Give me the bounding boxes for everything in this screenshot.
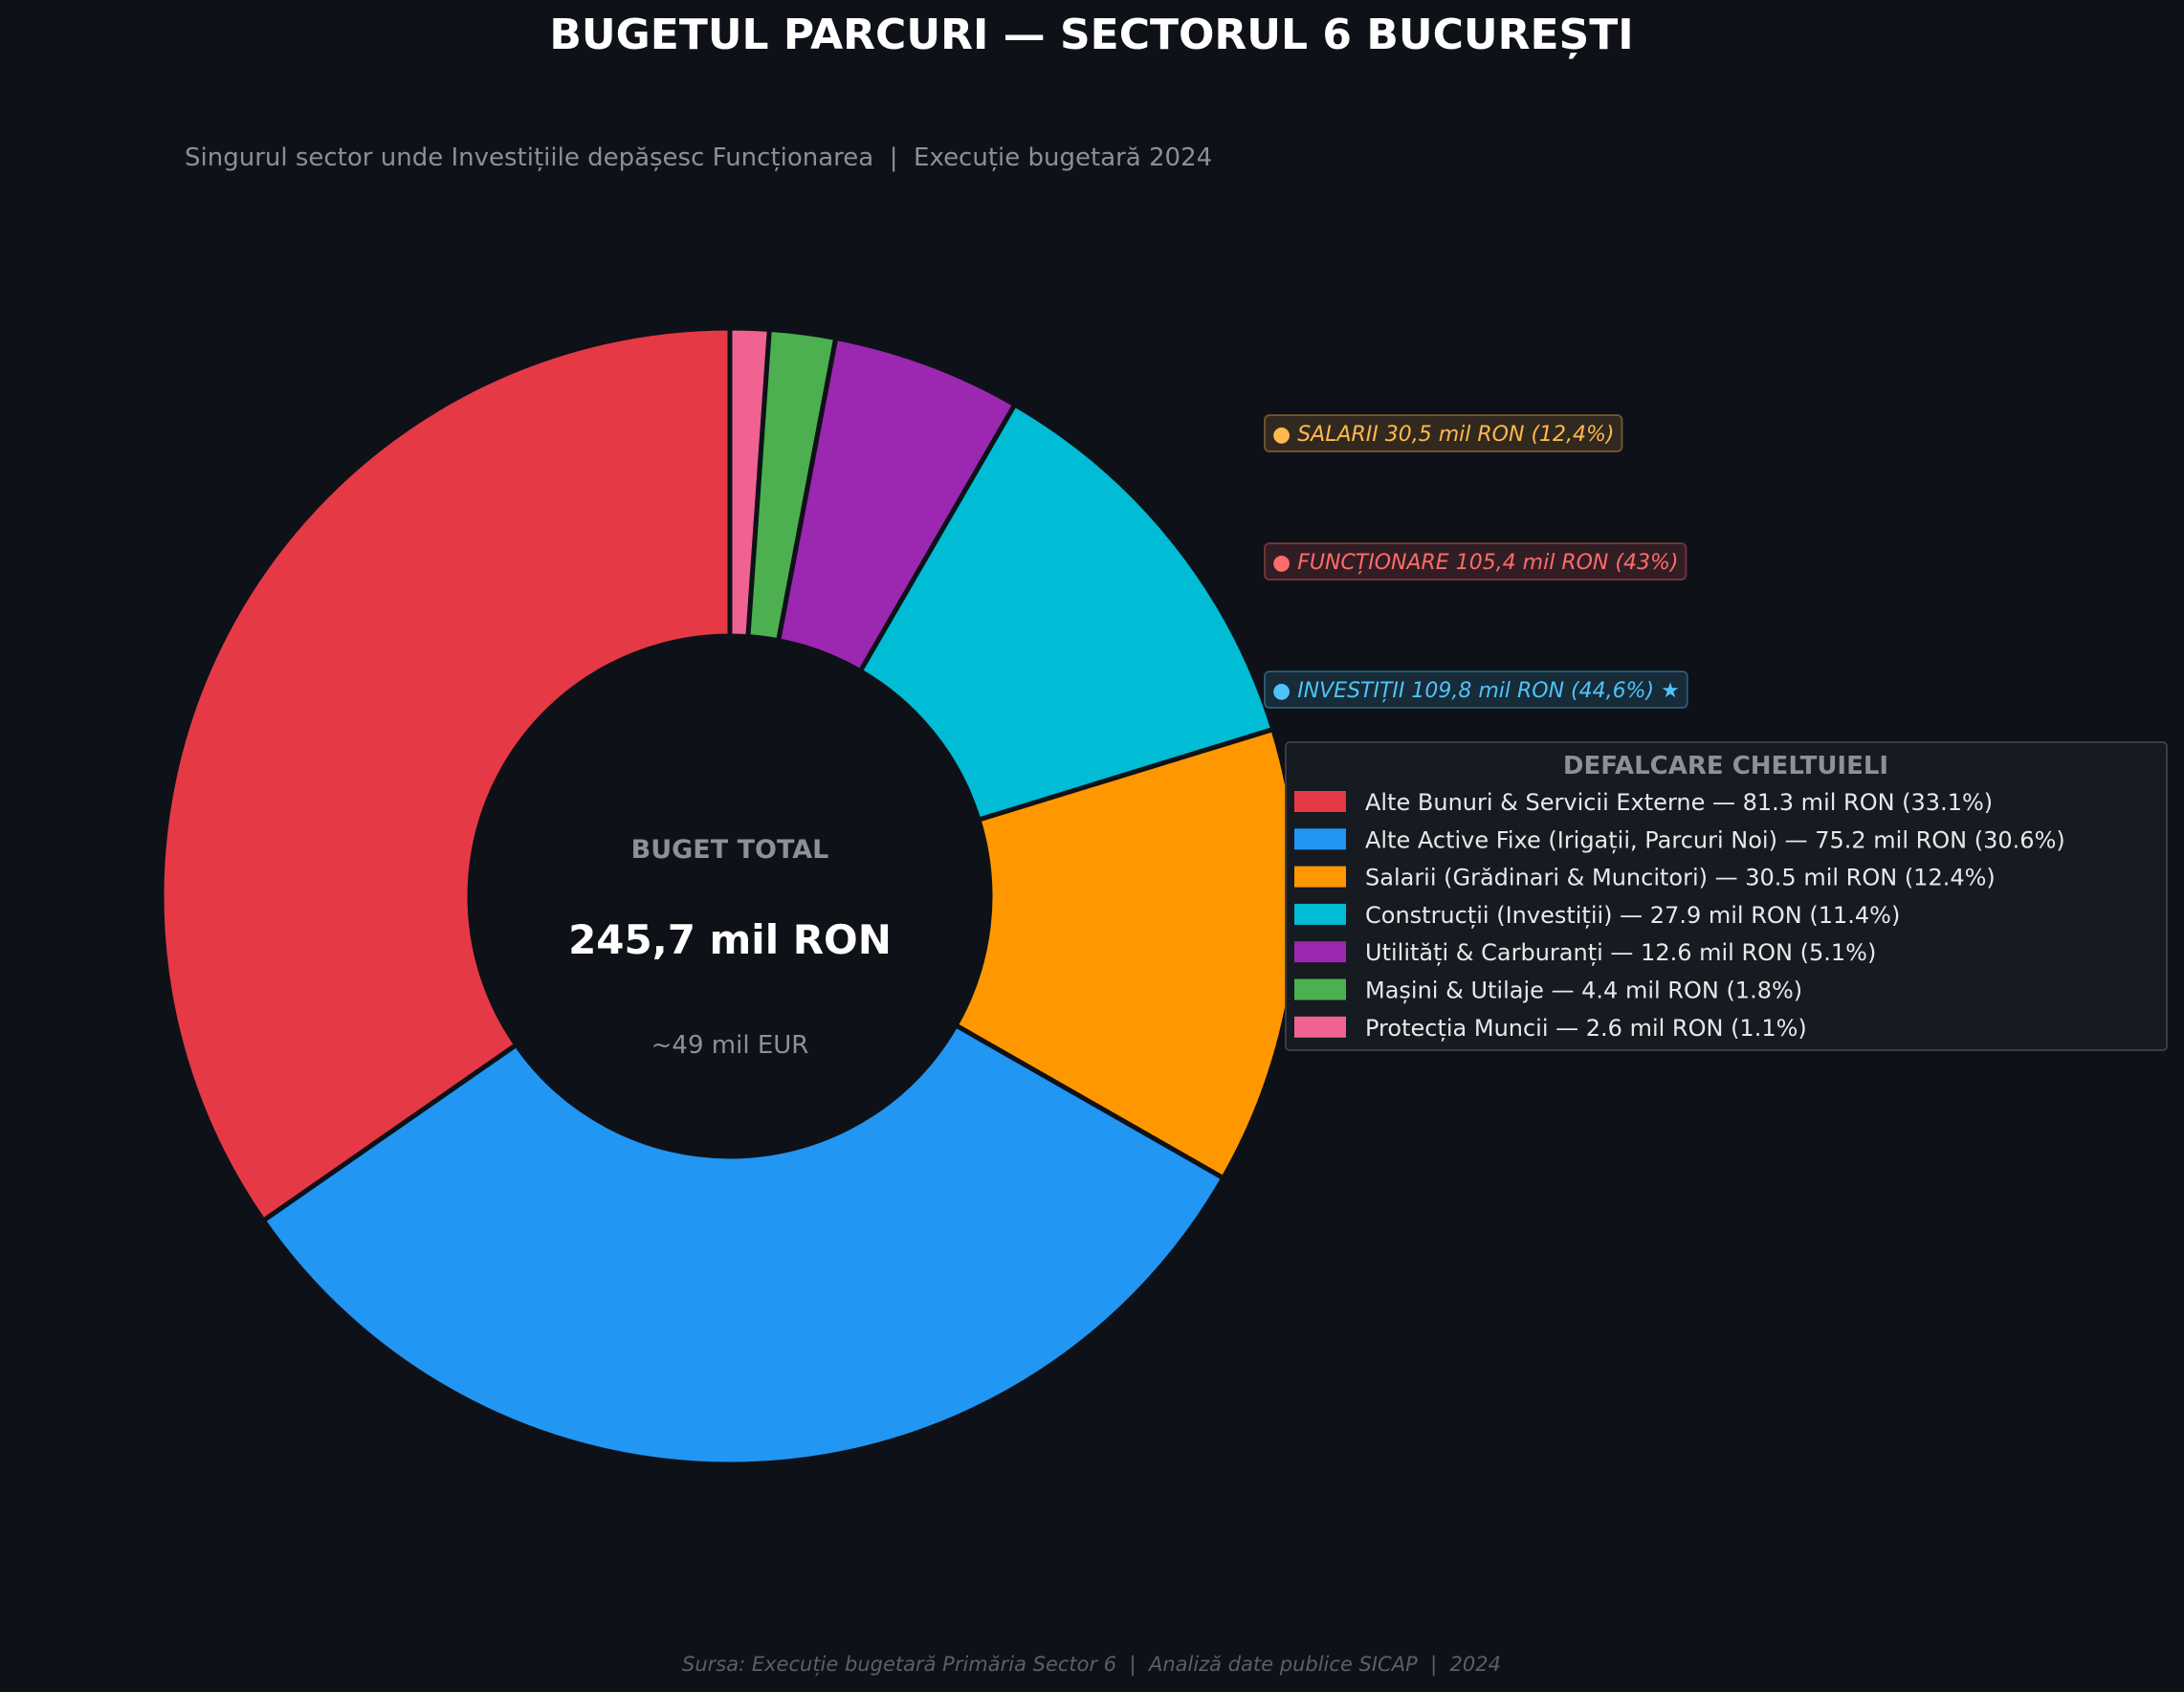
legend-label-6: Protecția Muncii — 2.6 mil RON (1.1%)	[1365, 1015, 1807, 1042]
legend: DEFALCARE CHELTUIELI Alte Bunuri & Servi…	[1285, 741, 2168, 1051]
center-eur-value: ~49 mil EUR	[651, 1031, 809, 1060]
callout-0: ● SALARII 30,5 mil RON (12,4%)	[1264, 414, 1623, 452]
legend-swatch-4	[1294, 941, 1346, 963]
legend-label-3: Construcții (Investiții) — 27.9 mil RON …	[1365, 902, 1900, 929]
callout-text-0: ● SALARII 30,5 mil RON (12,4%)	[1272, 423, 1615, 447]
legend-label-0: Alte Bunuri & Servicii Externe — 81.3 mi…	[1365, 789, 1993, 816]
legend-box	[1285, 741, 2168, 1051]
callout-box-1	[1264, 542, 1688, 581]
legend-title: DEFALCARE CHELTUIELI	[1563, 752, 1888, 780]
callout-2: ● INVESTIȚII 109,8 mil RON (44,6%) ★	[1264, 670, 1688, 709]
category-callouts: ● SALARII 30,5 mil RON (12,4%) ● FUNCȚION…	[1264, 414, 1688, 709]
legend-label-4: Utilități & Carburanți — 12.6 mil RON (5…	[1365, 939, 1876, 966]
callout-box-2	[1264, 670, 1688, 709]
center-total-value: 245,7 mil RON	[568, 916, 892, 963]
slice-6	[159, 325, 733, 1223]
callout-text-1: ● FUNCȚIONARE 105,4 mil RON (43%)	[1272, 551, 1678, 575]
slice-5	[260, 1022, 1226, 1467]
legend-label-5: Mașini & Utilaje — 4.4 mil RON (1.8%)	[1365, 978, 1802, 1004]
chart-subtitle: Singurul sector unde Investițiile depășe…	[185, 143, 1212, 172]
legend-swatch-2	[1294, 866, 1346, 888]
legend-items: Alte Bunuri & Servicii Externe — 81.3 mi…	[1294, 789, 2065, 1042]
legend-swatch-3	[1294, 903, 1346, 925]
callout-box-0	[1264, 414, 1623, 452]
source-footer: Sursa: Execuție bugetară Primăria Sector…	[682, 1653, 1501, 1677]
legend-swatch-0	[1294, 791, 1346, 812]
legend-swatch-1	[1294, 828, 1346, 850]
legend-swatch-5	[1294, 978, 1346, 1000]
legend-label-2: Salarii (Grădinari & Muncitori) — 30.5 m…	[1365, 865, 1996, 891]
donut-slices	[159, 325, 1301, 1467]
legend-swatch-6	[1294, 1016, 1346, 1038]
legend-label-1: Alte Active Fixe (Irigații, Parcuri Noi)…	[1365, 826, 2065, 853]
slice-3	[857, 402, 1276, 823]
chart-title: BUGETUL PARCURI — SECTORUL 6 BUCUREȘTI	[549, 11, 1633, 59]
callout-text-2: ● INVESTIȚII 109,8 mil RON (44,6%) ★	[1272, 679, 1680, 703]
callout-1: ● FUNCȚIONARE 105,4 mil RON (43%)	[1264, 542, 1688, 581]
center-label: BUGET TOTAL	[631, 835, 829, 865]
